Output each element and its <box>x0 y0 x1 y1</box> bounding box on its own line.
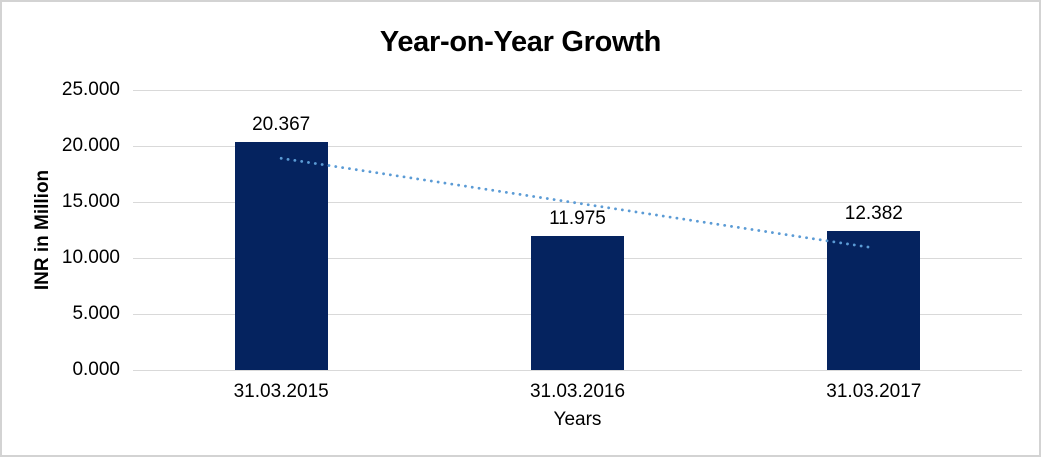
x-tick-label: 31.03.2016 <box>529 381 626 402</box>
y-tick-label: 10.000 <box>61 247 120 268</box>
y-tick-label: 15.000 <box>61 191 120 212</box>
bar-value-label: 12.382 <box>844 203 903 225</box>
plot-area: 20.367 11.975 12.382 <box>133 89 1022 371</box>
bar-value-label: 11.975 <box>549 207 606 229</box>
y-tick-label: 20.000 <box>61 135 120 156</box>
gridline <box>133 145 1022 147</box>
chart-title: Year-on-Year Growth <box>379 26 662 58</box>
x-tick-label: 31.03.2015 <box>233 381 329 402</box>
gridline <box>133 369 1022 371</box>
y-tick-label: 0.000 <box>72 359 120 380</box>
y-axis-title: INR in Million <box>32 169 53 291</box>
bar-value-label: 20.367 <box>252 113 311 135</box>
gridline <box>133 89 1022 91</box>
gridline <box>133 201 1022 203</box>
bar <box>827 231 921 370</box>
trendline <box>279 156 876 250</box>
trendline-svg <box>279 156 876 250</box>
x-tick-label: 31.03.2017 <box>826 381 922 402</box>
bar <box>234 141 328 370</box>
bar <box>531 235 624 370</box>
y-tick-label: 25.000 <box>61 79 120 100</box>
y-tick-label: 5.000 <box>72 303 120 324</box>
x-axis-title: Years <box>553 409 602 430</box>
bars: 20.367 11.975 12.382 <box>133 90 1022 370</box>
